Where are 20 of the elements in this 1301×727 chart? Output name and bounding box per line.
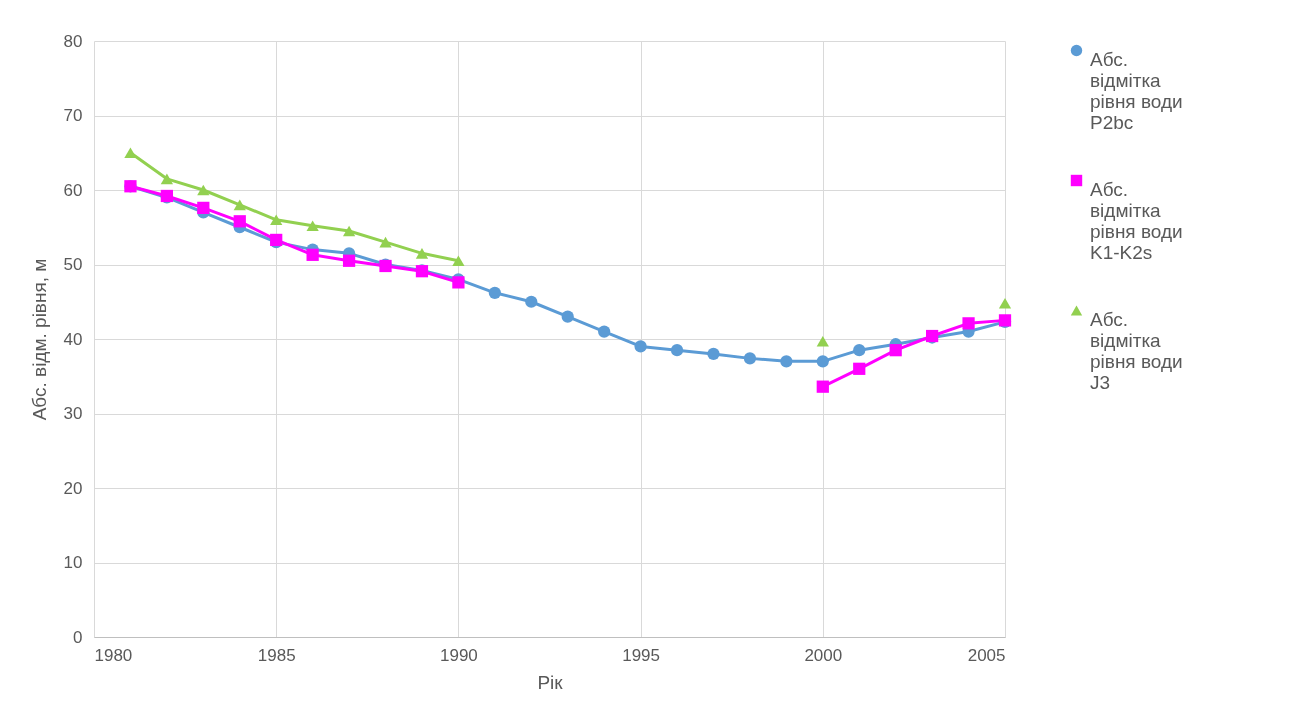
y-tick-label: 30: [63, 404, 83, 423]
y-tick-label: 50: [63, 255, 83, 274]
y-tick-label: 10: [63, 553, 83, 572]
legend-label: Абс. відмітка рівня води J3: [1090, 308, 1183, 393]
y-axis-title: Абс. відм. рівня, м: [28, 258, 50, 421]
legend-label: Абс. відмітка рівня води K1-K2s: [1090, 178, 1183, 263]
x-axis-title: Рік: [537, 671, 564, 693]
y-tick-label: 20: [63, 478, 83, 498]
x-tick-label: 1990: [439, 645, 478, 665]
y-tick-label: 80: [63, 31, 83, 51]
y-tick-label: 70: [63, 106, 83, 125]
y-tick-label: 40: [63, 329, 83, 349]
y-tick-label: 60: [63, 180, 83, 200]
x-tick-label: 1985: [257, 645, 296, 665]
x-tick-label: 1980: [94, 645, 133, 665]
x-tick-label: 2000: [804, 645, 843, 665]
x-tick-label: 2005: [967, 645, 1006, 665]
x-tick-label: 1995: [622, 645, 661, 665]
legend-label: Абс. відмітка рівня води P2bc: [1090, 48, 1183, 133]
y-tick-label: 0: [73, 627, 83, 647]
